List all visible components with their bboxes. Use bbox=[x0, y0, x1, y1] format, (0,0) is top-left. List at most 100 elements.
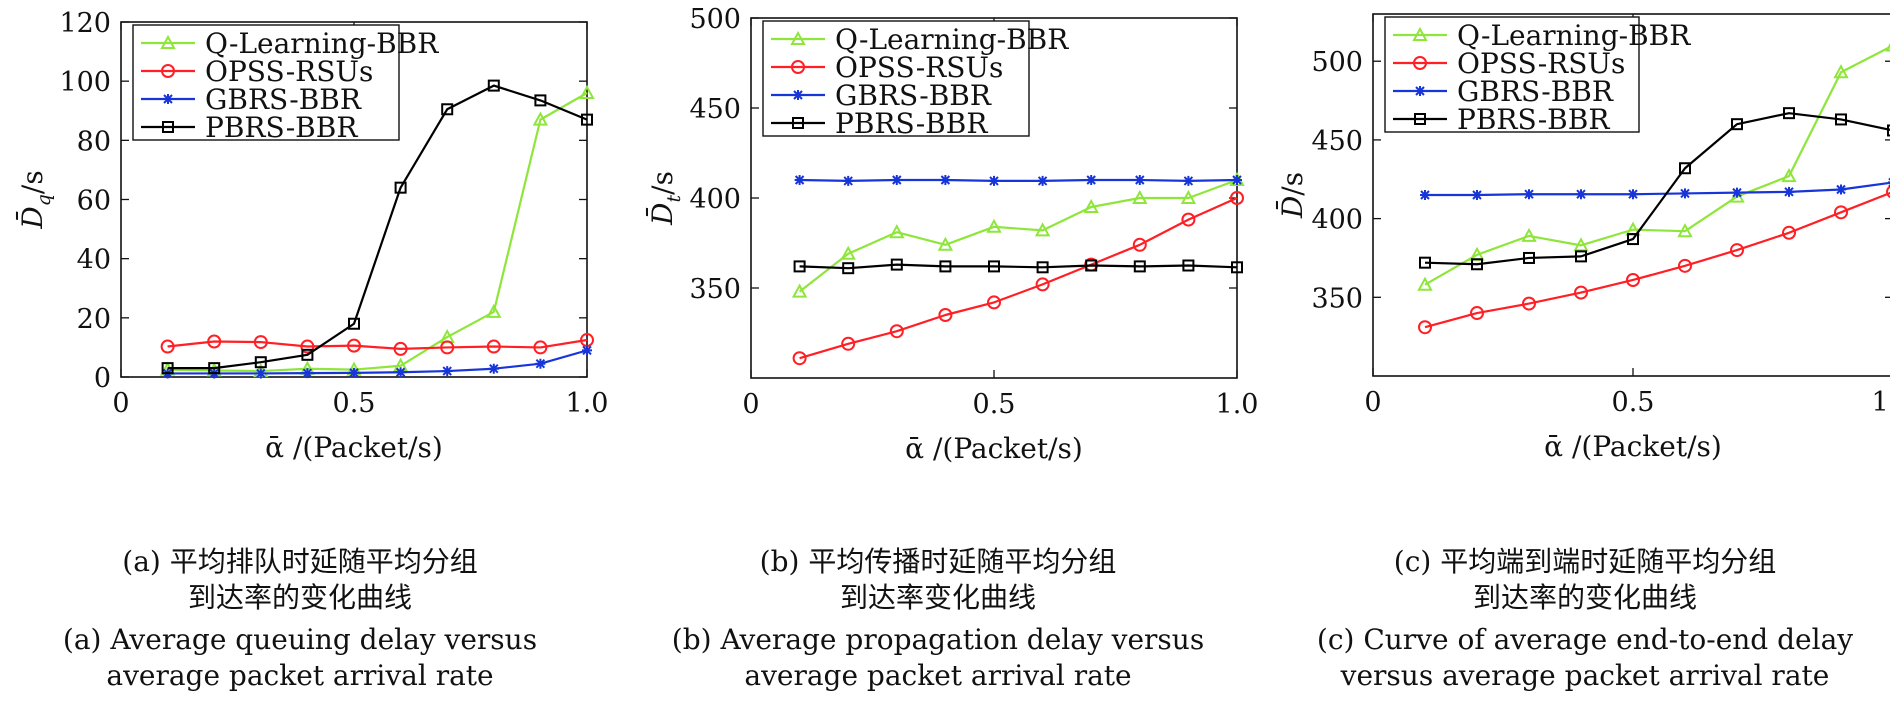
point-b-gbrs-bbr-0 bbox=[794, 175, 805, 185]
point-c-opss-rsus-6 bbox=[1730, 243, 1744, 258]
caption-c-en-line-2: versus average packet arrival rate bbox=[1340, 659, 1830, 692]
point-c-pbrs-bbr-0 bbox=[1419, 256, 1431, 269]
series-line-c-gbrs-bbr bbox=[1425, 181, 1890, 197]
point-c-gbrs-bbr-7 bbox=[1784, 186, 1794, 197]
point-a-pbrs-bbr-8 bbox=[534, 94, 547, 107]
point-b-opss-rsus-3 bbox=[938, 308, 953, 322]
legend-label-a-q-learning-bbr: Q-Learning-BBR bbox=[205, 27, 439, 60]
point-b-gbrs-bbr-8 bbox=[1183, 175, 1194, 186]
y-axis-label-unit-a: /s bbox=[16, 170, 49, 194]
y-axis-label-main-c: D̄ bbox=[1275, 196, 1309, 219]
chart-c-svg: 0 0.5 1.0 350 400 450 500 ᾱ /(Packet/s) D̄/s Q-Le… bbox=[1275, 13, 1890, 463]
point-b-opss-rsus-8 bbox=[1181, 212, 1196, 227]
point-a-q-learning-bbr-9 bbox=[579, 84, 595, 99]
series-line-a-q-learning-bbr bbox=[167, 92, 588, 373]
series-line-a-pbrs-bbr bbox=[167, 84, 588, 370]
series-line-c-q-learning-bbr bbox=[1424, 45, 1890, 286]
point-c-opss-rsus-0 bbox=[1418, 320, 1432, 335]
point-a-q-learning-bbr-8 bbox=[532, 111, 549, 126]
point-a-q-learning-bbr-7 bbox=[486, 303, 502, 318]
point-b-q-learning-bbr-7 bbox=[1132, 189, 1148, 204]
point-b-pbrs-bbr-2 bbox=[890, 258, 903, 271]
y-axis-label-c: D̄/s bbox=[1275, 172, 1309, 219]
x-tick-label-b-0: 0 bbox=[742, 389, 759, 420]
series-line-b-gbrs-bbr bbox=[799, 178, 1238, 182]
legend-marker-c-opss-rsus bbox=[1413, 56, 1427, 70]
y-tick-label-a-3: 60 bbox=[77, 186, 111, 217]
legend-marker-c-q-learning-bbr bbox=[1412, 26, 1428, 41]
legend-marker-b-opss-rsus bbox=[791, 60, 805, 74]
x-tick-label-a-1: 0.5 bbox=[333, 388, 376, 419]
legend-label-c-pbrs-bbr: PBRS-BBR bbox=[1457, 103, 1610, 136]
point-c-opss-rsus-7 bbox=[1782, 225, 1796, 240]
caption-c-en-line-1: (c) Curve of average end-to-end delay bbox=[1316, 623, 1854, 656]
caption-a-en-line-1: (a) Average queuing delay versus bbox=[62, 623, 538, 656]
y-axis-label-a: D̄q/s bbox=[15, 170, 55, 229]
point-b-opss-rsus-9 bbox=[1230, 191, 1244, 205]
point-b-pbrs-bbr-1 bbox=[842, 262, 855, 275]
point-a-opss-rsus-7 bbox=[486, 339, 501, 354]
point-b-opss-rsus-7 bbox=[1132, 237, 1147, 252]
series-line-b-pbrs-bbr bbox=[799, 263, 1238, 270]
chart-panel-c: 0 0.5 1.0 350 400 450 500 ᾱ /(Packet/s) D̄/s Q-Le… bbox=[1260, 0, 1890, 703]
y-tick-label-a-0: 0 bbox=[94, 363, 111, 394]
point-c-opss-rsus-5 bbox=[1678, 258, 1692, 273]
y-axis-label-subscript-a: q bbox=[33, 194, 55, 206]
legend-marker-b-q-learning-bbr bbox=[790, 30, 806, 45]
legend-label-c-q-learning-bbr: Q-Learning-BBR bbox=[1457, 19, 1691, 52]
chart-panel-b: 0 0.5 1.0 350 400 450 500 ᾱ /(Packet/s) D̄t/s Q-L… bbox=[630, 0, 1259, 703]
point-a-gbrs-bbr-9 bbox=[582, 345, 592, 356]
point-b-pbrs-bbr-3 bbox=[939, 260, 952, 273]
point-c-pbrs-bbr-7 bbox=[1783, 107, 1795, 120]
caption-a-cn-line-2: 到达率的变化曲线 bbox=[187, 581, 412, 614]
point-a-pbrs-bbr-9 bbox=[581, 113, 593, 126]
point-c-pbrs-bbr-9 bbox=[1887, 124, 1890, 137]
caption-c-cn-line-2: 到达率的变化曲线 bbox=[1472, 581, 1697, 614]
legend-label-a-opss-rsus: OPSS-RSUs bbox=[205, 55, 373, 88]
point-c-pbrs-bbr-5 bbox=[1679, 162, 1691, 175]
point-a-opss-rsus-0 bbox=[160, 339, 175, 354]
x-tick-label-a-2: 1.0 bbox=[566, 388, 609, 419]
point-c-q-learning-bbr-3 bbox=[1573, 237, 1589, 252]
series-line-b-q-learning-bbr bbox=[798, 178, 1238, 293]
point-c-q-learning-bbr-2 bbox=[1521, 227, 1537, 242]
legend-label-a-pbrs-bbr: PBRS-BBR bbox=[205, 111, 358, 144]
y-axis-label-main-b: D̄ bbox=[645, 203, 679, 226]
point-a-pbrs-bbr-0 bbox=[161, 362, 174, 375]
point-b-q-learning-bbr-6 bbox=[1083, 198, 1099, 213]
y-tick-label-a-6: 120 bbox=[59, 8, 111, 39]
y-tick-label-a-5: 100 bbox=[59, 67, 111, 98]
chart-b-svg: 0 0.5 1.0 350 400 450 500 ᾱ /(Packet/s) D̄t/s Q-L… bbox=[645, 4, 1259, 465]
point-b-q-learning-bbr-2 bbox=[889, 224, 905, 239]
legend-marker-a-q-learning-bbr bbox=[160, 34, 176, 49]
point-a-gbrs-bbr-6 bbox=[442, 366, 453, 377]
caption-a-en-line-2: average packet arrival rate bbox=[106, 659, 494, 692]
point-c-gbrs-bbr-2 bbox=[1524, 189, 1534, 200]
legend-label-b-pbrs-bbr: PBRS-BBR bbox=[835, 107, 988, 140]
point-b-gbrs-bbr-3 bbox=[940, 175, 951, 185]
point-b-q-learning-bbr-8 bbox=[1180, 189, 1197, 204]
point-b-pbrs-bbr-8 bbox=[1182, 259, 1195, 272]
legend-marker-a-gbrs-bbr bbox=[163, 94, 173, 104]
point-a-pbrs-bbr-3 bbox=[301, 348, 314, 361]
point-c-pbrs-bbr-1 bbox=[1471, 258, 1483, 271]
point-a-pbrs-bbr-1 bbox=[208, 362, 221, 375]
point-a-gbrs-bbr-7 bbox=[488, 363, 499, 374]
y-tick-label-a-2: 40 bbox=[77, 245, 111, 276]
point-a-opss-rsus-8 bbox=[533, 340, 548, 355]
point-c-opss-rsus-9 bbox=[1886, 185, 1890, 199]
point-a-pbrs-bbr-7 bbox=[487, 79, 500, 92]
point-c-gbrs-bbr-4 bbox=[1628, 189, 1638, 200]
point-c-gbrs-bbr-1 bbox=[1472, 190, 1482, 200]
point-a-gbrs-bbr-5 bbox=[395, 367, 406, 378]
legend-box-c bbox=[1384, 16, 1640, 133]
series-line-b-opss-rsus bbox=[799, 196, 1238, 360]
point-c-gbrs-bbr-3 bbox=[1576, 189, 1586, 200]
y-tick-label-b-2: 450 bbox=[689, 94, 741, 125]
point-c-q-learning-bbr-5 bbox=[1677, 223, 1693, 238]
legend-marker-b-gbrs-bbr bbox=[793, 90, 803, 100]
y-tick-label-c-2: 450 bbox=[1311, 126, 1363, 157]
point-b-gbrs-bbr-6 bbox=[1086, 175, 1097, 185]
point-c-pbrs-bbr-4 bbox=[1627, 233, 1639, 246]
point-b-pbrs-bbr-0 bbox=[793, 260, 806, 273]
